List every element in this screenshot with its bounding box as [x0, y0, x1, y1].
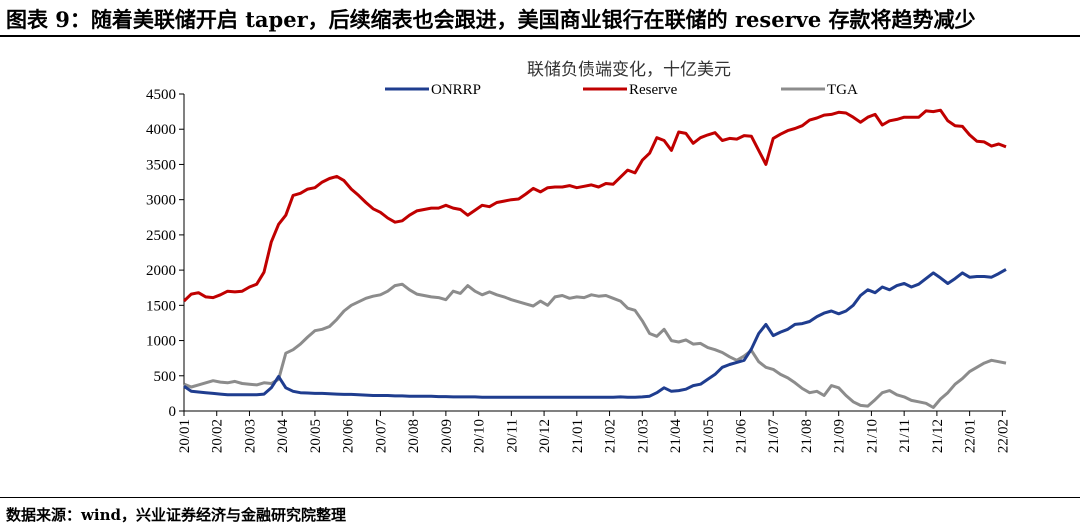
line-chart: 联储负债端变化，十亿美元 ONRRP Reserve TGA 0 500 1000 150… — [146, 60, 1011, 454]
x-tick-label: 21/05 — [701, 419, 717, 453]
x-tick-label: 21/07 — [766, 419, 782, 454]
chart-title: 联储负债端变化，十亿美元 — [527, 60, 731, 80]
footer-divider — [0, 497, 1080, 498]
y-tick-label: 3500 — [146, 157, 176, 173]
x-tick-label: 20/01 — [177, 419, 193, 453]
y-tick-label: 1000 — [146, 334, 176, 350]
x-tick-label: 20/03 — [242, 419, 258, 453]
x-tick-label: 21/10 — [864, 419, 880, 453]
y-tick-label: 0 — [169, 404, 177, 420]
x-tick-label: 20/02 — [210, 419, 226, 453]
x-tick-label: 22/01 — [963, 419, 979, 453]
x-tick-label: 21/08 — [799, 419, 815, 453]
x-tick-label: 21/06 — [733, 419, 749, 454]
y-axis: 0 500 1000 1500 2000 2500 3000 3500 4000 4500 — [146, 87, 185, 420]
legend-label-onrrp: ONRRP — [431, 82, 481, 98]
series-line-reserve — [182, 108, 1007, 303]
x-tick-label: 21/02 — [603, 419, 619, 453]
data-source-note: 数据来源：wind，兴业证券经济与金融研究院整理 — [6, 506, 347, 524]
legend-label-tga: TGA — [827, 82, 858, 98]
plot-lines — [182, 108, 1007, 409]
y-tick-label: 4500 — [146, 87, 176, 103]
x-tick-label: 21/12 — [930, 419, 946, 453]
y-tick-label: 2500 — [146, 228, 176, 244]
x-tick-label: 20/07 — [373, 419, 389, 454]
x-tick-label: 20/08 — [406, 419, 422, 453]
x-tick-label: 20/05 — [308, 419, 324, 453]
x-tick-label: 21/11 — [897, 419, 913, 453]
y-tick-label: 3000 — [146, 193, 176, 209]
y-tick-label: 2000 — [146, 263, 176, 279]
x-tick-label: 21/04 — [668, 419, 684, 454]
x-tick-label: 20/12 — [537, 419, 553, 453]
x-tick-label: 22/02 — [995, 419, 1011, 453]
x-tick-label: 20/09 — [439, 419, 455, 453]
x-tick-label: 21/03 — [635, 419, 651, 453]
legend-label-reserve: Reserve — [629, 82, 678, 98]
chart-legend: ONRRP Reserve TGA — [385, 82, 858, 98]
figure-header: 图表 9：随着美联储开启 taper，后续缩表也会跟进，美国商业银行在联储的 r… — [0, 0, 1080, 37]
x-tick-label: 20/04 — [275, 419, 291, 454]
x-tick-label: 21/09 — [832, 419, 848, 453]
x-tick-label: 20/10 — [472, 419, 488, 453]
y-tick-label: 1500 — [146, 298, 176, 314]
y-tick-label: 4000 — [146, 122, 176, 138]
x-axis: 20/01 20/02 20/03 20/04 20/05 20/06 20/07 20/08… — [177, 410, 1011, 454]
series-line-tga — [183, 282, 1007, 409]
y-tick-label: 500 — [154, 369, 177, 385]
x-tick-label: 21/01 — [570, 419, 586, 453]
x-tick-label: 20/11 — [504, 419, 520, 453]
figure-title: 图表 9：随着美联储开启 taper，后续缩表也会跟进，美国商业银行在联储的 r… — [6, 7, 976, 32]
header-divider — [0, 35, 1080, 37]
series-line-onrrp — [183, 268, 1007, 399]
x-tick-label: 20/06 — [341, 419, 357, 454]
